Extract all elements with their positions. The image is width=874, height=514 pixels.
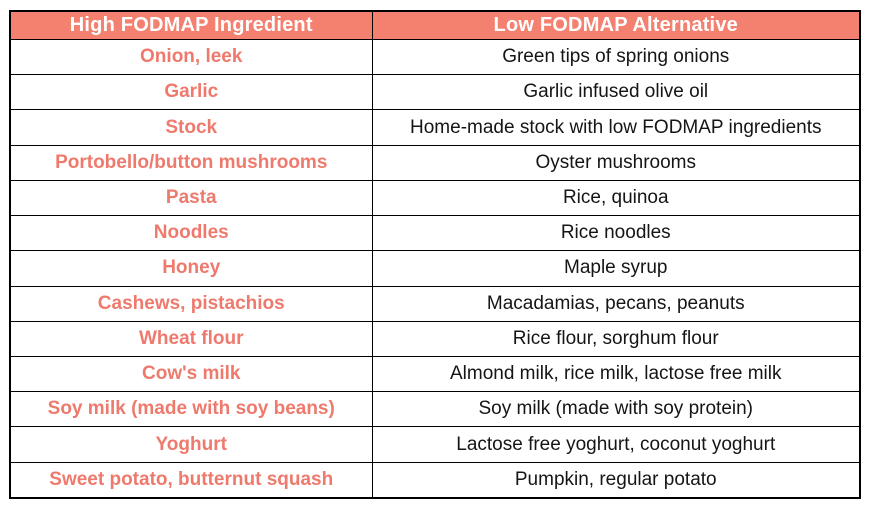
table-row: Sweet potato, butternut squash Pumpkin, …	[9, 461, 861, 499]
low-fodmap-cell: Pumpkin, regular potato	[371, 461, 861, 499]
table-row: Soy milk (made with soy beans) Soy milk …	[9, 391, 861, 428]
table-row: Onion, leek Green tips of spring onions	[9, 38, 861, 76]
high-fodmap-cell: Onion, leek	[9, 38, 373, 76]
high-fodmap-cell: Pasta	[9, 179, 373, 217]
high-fodmap-cell: Soy milk (made with soy beans)	[9, 391, 373, 428]
table-row: Cow's milk Almond milk, rice milk, lacto…	[9, 355, 861, 393]
low-fodmap-cell: Rice noodles	[371, 215, 861, 252]
high-fodmap-cell: Portobello/button mushrooms	[9, 144, 373, 181]
table-row: Pasta Rice, quinoa	[9, 179, 861, 217]
high-fodmap-cell: Wheat flour	[9, 320, 373, 357]
low-fodmap-cell: Soy milk (made with soy protein)	[371, 391, 861, 428]
low-fodmap-cell: Garlic infused olive oil	[371, 74, 861, 111]
low-fodmap-cell: Oyster mushrooms	[371, 144, 861, 181]
high-fodmap-cell: Cashews, pistachios	[9, 285, 373, 322]
low-fodmap-cell: Macadamias, pecans, peanuts	[371, 285, 861, 322]
header-high-fodmap: High FODMAP Ingredient	[9, 10, 373, 40]
low-fodmap-cell: Home-made stock with low FODMAP ingredie…	[371, 109, 861, 146]
low-fodmap-cell: Green tips of spring onions	[371, 38, 861, 76]
high-fodmap-cell: Yoghurt	[9, 426, 373, 463]
high-fodmap-cell: Stock	[9, 109, 373, 146]
high-fodmap-cell: Cow's milk	[9, 355, 373, 393]
high-fodmap-cell: Honey	[9, 250, 373, 287]
low-fodmap-cell: Rice, quinoa	[371, 179, 861, 217]
table-row: Wheat flour Rice flour, sorghum flour	[9, 320, 861, 357]
table-row: Cashews, pistachios Macadamias, pecans, …	[9, 285, 861, 322]
header-low-fodmap: Low FODMAP Alternative	[371, 10, 861, 40]
fodmap-table: High FODMAP Ingredient Low FODMAP Altern…	[9, 10, 861, 499]
low-fodmap-cell: Maple syrup	[371, 250, 861, 287]
high-fodmap-cell: Garlic	[9, 74, 373, 111]
low-fodmap-cell: Rice flour, sorghum flour	[371, 320, 861, 357]
table-row: Portobello/button mushrooms Oyster mushr…	[9, 144, 861, 181]
table-row: Stock Home-made stock with low FODMAP in…	[9, 109, 861, 146]
low-fodmap-cell: Lactose free yoghurt, coconut yoghurt	[371, 426, 861, 463]
high-fodmap-cell: Sweet potato, butternut squash	[9, 461, 373, 499]
table-row: Garlic Garlic infused olive oil	[9, 74, 861, 111]
low-fodmap-cell: Almond milk, rice milk, lactose free mil…	[371, 355, 861, 393]
header-row: High FODMAP Ingredient Low FODMAP Altern…	[9, 10, 861, 40]
high-fodmap-cell: Noodles	[9, 215, 373, 252]
table-row: Noodles Rice noodles	[9, 215, 861, 252]
table-row: Honey Maple syrup	[9, 250, 861, 287]
table-row: Yoghurt Lactose free yoghurt, coconut yo…	[9, 426, 861, 463]
